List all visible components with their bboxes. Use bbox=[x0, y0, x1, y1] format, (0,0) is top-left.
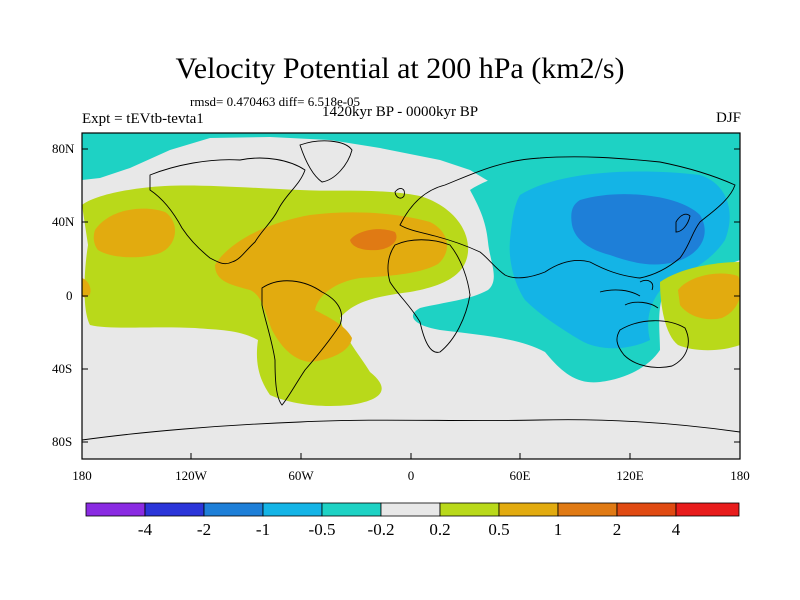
colorbar-label: 1 bbox=[553, 520, 563, 539]
axis-ticks bbox=[81, 148, 741, 459]
coast-north-america bbox=[149, 157, 306, 265]
colorbar-swatch bbox=[262, 502, 323, 517]
lat-label-40n: 40N bbox=[52, 214, 75, 229]
contour-neg-02-arctic bbox=[82, 133, 740, 210]
season-label: DJF bbox=[715, 110, 741, 126]
coast-antarctica bbox=[82, 419, 740, 441]
coast-africa bbox=[387, 239, 471, 353]
colorbar-label: 4 bbox=[671, 520, 681, 539]
lat-label-40s: 40S bbox=[52, 361, 73, 376]
lat-label-0: 0 bbox=[66, 288, 73, 303]
colorbar-label: 0.5 bbox=[488, 520, 510, 539]
contour-pos-1 bbox=[350, 229, 397, 251]
colorbar-swatch bbox=[321, 502, 382, 517]
coastlines bbox=[82, 140, 740, 441]
colorbar-label: -0.2 bbox=[367, 520, 395, 539]
lon-label-180w: 180 bbox=[72, 468, 92, 483]
colorbar-label: 2 bbox=[612, 520, 622, 539]
colorbar-label: -0.5 bbox=[308, 520, 336, 539]
colorbar-swatch bbox=[557, 502, 618, 517]
lon-label-120w: 120W bbox=[175, 468, 207, 483]
stats-text: rmsd= 0.470463 diff= 6.518e-05 bbox=[190, 94, 361, 109]
contour-pos-05-pacific-west bbox=[93, 208, 176, 258]
coast-maritime-asia bbox=[599, 279, 659, 309]
colorbar-label: -2 bbox=[196, 520, 212, 539]
contour-pos-05-dateline bbox=[82, 278, 91, 298]
coast-eurasia bbox=[399, 156, 736, 279]
colorbar-swatch bbox=[203, 502, 264, 517]
coast-greenland bbox=[299, 140, 353, 183]
contour-pos-05-atlantic bbox=[215, 212, 448, 362]
experiment-label: Expt = tEVtb-tevta1 bbox=[82, 111, 204, 127]
colorbar-label: -4 bbox=[137, 520, 153, 539]
contour-pos-05-westpacific bbox=[678, 273, 740, 320]
colorbar bbox=[85, 502, 740, 517]
colorbar-swatch bbox=[498, 502, 559, 517]
colorbar-swatch bbox=[439, 502, 500, 517]
map-title: Velocity Potential at 200 hPa (km2/s) bbox=[175, 52, 625, 85]
lat-label-80s: 80S bbox=[52, 434, 73, 449]
colorbar-swatch bbox=[144, 502, 205, 517]
colorbar-swatch bbox=[616, 502, 677, 517]
lon-label-60w: 60W bbox=[288, 468, 314, 483]
lon-label-0: 0 bbox=[407, 468, 415, 483]
coast-uk bbox=[394, 188, 405, 199]
colorbar-swatch bbox=[675, 502, 740, 517]
lat-label-80n: 80N bbox=[52, 141, 75, 156]
colorbar-swatch bbox=[85, 502, 146, 517]
coast-australia bbox=[616, 320, 689, 368]
coast-japan bbox=[675, 213, 691, 233]
colorbar-label: -1 bbox=[255, 520, 271, 539]
colorbar-swatch bbox=[380, 502, 441, 517]
period-label: 1420kyr BP - 0000kyr BP bbox=[322, 104, 479, 120]
lon-label-120e: 120E bbox=[616, 468, 644, 483]
contour-neg-1 bbox=[571, 194, 705, 265]
coast-south-america bbox=[261, 280, 342, 406]
lon-label-180e: 180 bbox=[730, 468, 750, 483]
colorbar-label: 0.2 bbox=[429, 520, 451, 539]
lon-label-60e: 60E bbox=[509, 468, 531, 483]
